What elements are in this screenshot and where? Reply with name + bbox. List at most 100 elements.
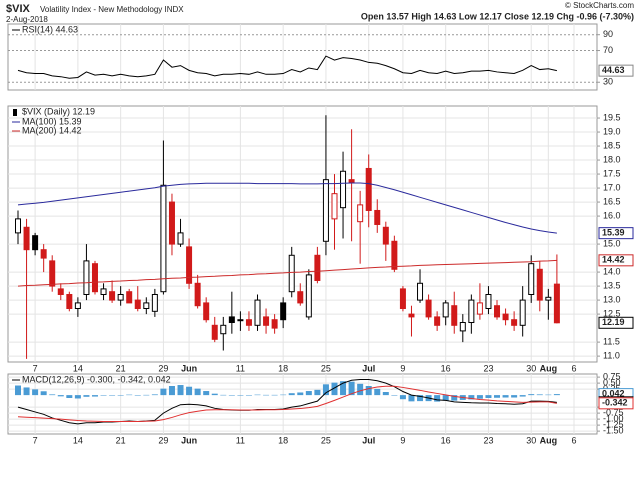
candle-body xyxy=(40,249,47,259)
histogram-bar xyxy=(322,384,329,396)
end-label: 44.63 xyxy=(602,65,625,75)
histogram-bar xyxy=(553,394,560,396)
histogram-bar xyxy=(228,395,235,396)
histogram-bar xyxy=(83,395,90,397)
y-tick-label: 13.0 xyxy=(603,294,621,304)
x-tick-label: 9 xyxy=(400,363,405,373)
y-tick-label: 12.5 xyxy=(603,308,621,318)
y-tick-label: 0.50 xyxy=(603,377,621,387)
end-label: 15.39 xyxy=(602,228,625,238)
y-tick-label: 18.5 xyxy=(603,140,621,150)
histogram-bar xyxy=(245,395,252,396)
histogram-bar xyxy=(32,389,39,396)
end-label: 14.42 xyxy=(602,255,625,265)
histogram-bar xyxy=(391,395,398,396)
y-tick-label: 11.5 xyxy=(603,336,620,346)
candle-body xyxy=(237,319,244,322)
histogram-bar xyxy=(143,394,150,396)
histogram-bar xyxy=(528,394,535,396)
x-tick-label: 18 xyxy=(278,363,288,373)
candle-body xyxy=(15,218,21,234)
x-tick-label: 23 xyxy=(483,363,493,373)
x-tick-label: 25 xyxy=(321,435,331,445)
candle-body xyxy=(502,313,509,321)
x-tick-label: 23 xyxy=(483,435,493,445)
y-tick-label: 19.5 xyxy=(603,112,621,122)
candle-body xyxy=(280,302,287,321)
histogram-bar xyxy=(494,395,501,398)
histogram-bar xyxy=(160,388,167,396)
moving-average-line xyxy=(17,259,557,287)
histogram-bar xyxy=(220,394,227,396)
histogram-bar xyxy=(340,381,347,396)
histogram-bar xyxy=(74,395,81,399)
candle-body xyxy=(511,319,518,326)
legend-label: $VIX (Daily) 12.19 xyxy=(22,106,95,116)
histogram-bar xyxy=(57,395,64,397)
candle-body xyxy=(228,316,235,324)
y-tick-label: -1.50 xyxy=(603,425,624,435)
x-tick-label: 30 xyxy=(526,435,536,445)
x-tick-label: 9 xyxy=(400,435,405,445)
end-label-box xyxy=(598,227,634,240)
candle-body xyxy=(382,226,389,245)
histogram-bar xyxy=(468,395,475,400)
candle-body xyxy=(23,226,30,251)
histogram-bar xyxy=(177,385,184,396)
y-tick-label: -1.00 xyxy=(603,413,624,423)
histogram-bar xyxy=(365,386,372,396)
histogram-bar xyxy=(91,395,98,397)
y-tick-label: -1.25 xyxy=(603,419,624,429)
histogram-bar xyxy=(237,395,244,396)
x-tick-label: Jul xyxy=(362,363,375,373)
candle-body xyxy=(66,293,73,310)
histogram-bar xyxy=(203,391,210,396)
histogram-bar xyxy=(211,393,218,396)
y-tick-label: 30 xyxy=(603,77,613,87)
end-label: 12.19 xyxy=(602,317,625,327)
security-name: Volatility Index - New Methodology INDX xyxy=(40,5,184,14)
histogram-bar xyxy=(263,394,270,396)
candle-body xyxy=(109,291,116,301)
candle-body xyxy=(331,193,338,220)
y-tick-label: 16.5 xyxy=(603,196,621,206)
candle-body xyxy=(434,316,441,326)
candle-body xyxy=(91,263,98,293)
histogram-bar xyxy=(442,395,449,401)
histogram-bar xyxy=(485,395,492,398)
date: 2-Aug-2018 xyxy=(6,15,48,24)
histogram-bar xyxy=(271,394,278,396)
candle-body xyxy=(528,263,535,295)
candle-body xyxy=(417,282,424,301)
histogram-bar xyxy=(305,391,312,396)
x-tick-label: 14 xyxy=(73,363,83,373)
y-tick-label: 18.0 xyxy=(603,154,621,164)
histogram-bar xyxy=(40,391,47,396)
histogram-bar xyxy=(511,395,518,398)
legend-swatch xyxy=(13,109,17,116)
candle-body xyxy=(134,299,141,310)
candle-body xyxy=(168,201,175,245)
histogram-bar xyxy=(288,393,295,396)
end-label-box xyxy=(598,397,634,410)
candle-body xyxy=(160,184,167,293)
end-label-box xyxy=(598,254,634,267)
x-tick-label: Jun xyxy=(181,363,197,373)
y-tick-label: -0.75 xyxy=(603,407,624,417)
x-tick-label: 11 xyxy=(236,435,245,445)
histogram-bar xyxy=(331,382,338,396)
histogram-bar xyxy=(168,386,175,396)
candle-body xyxy=(220,324,227,335)
candle-body xyxy=(468,299,475,324)
legend-label: MA(100) 15.39 xyxy=(22,116,82,126)
macd-line xyxy=(17,385,557,423)
legend-label: RSI(14) 44.63 xyxy=(22,24,78,34)
candle-body xyxy=(100,288,107,295)
histogram-bar xyxy=(280,394,287,396)
end-label: 0.042 xyxy=(602,388,625,398)
x-tick-label: 30 xyxy=(526,363,536,373)
histogram-bar xyxy=(134,395,141,396)
candle-body xyxy=(536,268,543,301)
candle-body xyxy=(305,274,312,318)
histogram-bar xyxy=(434,395,441,402)
